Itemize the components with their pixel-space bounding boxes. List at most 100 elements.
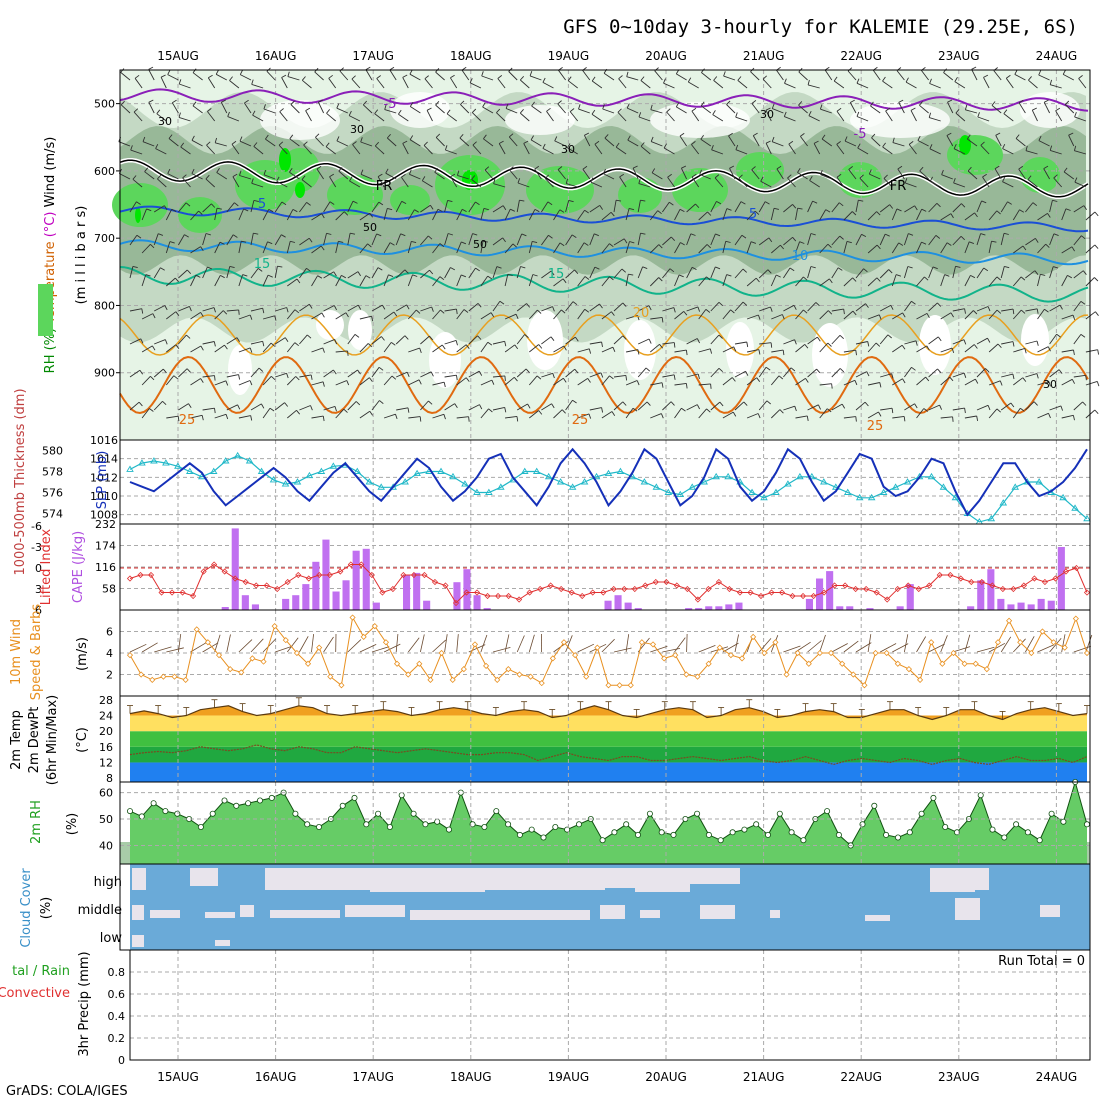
rh2m-point: [1084, 821, 1091, 828]
lifted-index-point: [347, 561, 354, 568]
lifted-index-point: [810, 592, 817, 600]
rh-dry-pocket: [624, 320, 656, 380]
precip-tick: 0.8: [108, 966, 126, 979]
rh2m-point: [576, 821, 583, 828]
wind10m-point: [427, 676, 434, 683]
wind10m-point: [961, 660, 968, 667]
thickness-point: [317, 467, 326, 474]
wind10m-point: [338, 682, 345, 689]
rh2m-point: [445, 826, 452, 833]
isotherm-15: [119, 266, 1089, 303]
cape-bar: [302, 584, 310, 610]
lifted-index-point: [663, 578, 670, 586]
rh-dry-pocket: [527, 310, 563, 370]
wind10m-tick: 2: [106, 669, 113, 682]
contour-label: -5: [854, 127, 867, 142]
lifted-index-point: [526, 589, 533, 596]
lifted-index-tick: 6: [35, 604, 42, 617]
lifted-index-point: [200, 568, 207, 575]
thickness-point: [1071, 504, 1079, 511]
lifted-index-point: [295, 571, 302, 579]
cape-bar: [1037, 598, 1045, 610]
thickness-point: [652, 483, 661, 490]
wind10m-point: [449, 676, 456, 683]
pressure-tick: 700: [94, 232, 115, 245]
pressure-tick: 600: [94, 165, 115, 178]
wind10m-point: [505, 666, 512, 673]
thickness-point: [700, 478, 708, 485]
date-label-bottom: 21AUG: [743, 1070, 785, 1084]
thickness-point: [329, 462, 338, 469]
rh2m-point: [363, 821, 370, 828]
wind10m-point: [850, 671, 857, 678]
rh2m-point: [1013, 821, 1020, 828]
lifted-index-point: [579, 592, 586, 600]
rh2m-unit: (%): [65, 813, 80, 836]
rh-saturated-blob: [279, 148, 291, 172]
wind10m-point: [126, 652, 134, 659]
thickness-point: [413, 469, 421, 477]
thickness-point: [353, 467, 362, 474]
lifted-index-point: [705, 585, 712, 593]
dewpoint-label: 2m DewPt: [27, 707, 42, 774]
lifted-index-point: [421, 571, 428, 579]
cape-bar: [906, 584, 914, 610]
rh2m-point: [256, 797, 263, 804]
contour-label: 20: [633, 306, 650, 321]
date-label-bottom: 18AUG: [450, 1070, 492, 1084]
rh2m-point: [150, 800, 157, 807]
lifted-index-point: [884, 596, 891, 603]
cape-bar: [282, 598, 290, 610]
temp2m-tick: 24: [99, 710, 113, 723]
lifted-index-point: [684, 585, 691, 593]
cloud-panel: high middle low Cloud Cover (%): [19, 863, 1091, 951]
thickness-point: [544, 472, 553, 480]
temp2m-tick: 20: [99, 725, 113, 738]
wind10m-point: [282, 637, 289, 644]
date-label-top: 15AUG: [157, 49, 199, 63]
slp-label: SLP (mb): [95, 451, 110, 510]
wind10m-point: [527, 673, 534, 680]
thickness-point: [796, 472, 804, 480]
cloud-gap: [370, 868, 485, 892]
wind10m-point: [727, 652, 734, 659]
rh-dry-pocket: [726, 322, 754, 378]
wind10m-point: [460, 666, 467, 673]
temp2m-tick: 12: [99, 756, 113, 769]
wind10m-point: [761, 649, 768, 657]
lifted-index-point: [694, 596, 701, 603]
cape-bar: [423, 600, 431, 610]
pressure-tick: 800: [94, 299, 115, 312]
wind10m-point: [928, 639, 935, 646]
thickness-point: [664, 488, 673, 495]
cape-bar: [695, 608, 703, 610]
date-label-top: 22AUG: [840, 49, 882, 63]
lifted-index-point: [126, 575, 134, 582]
rh2m-tick: 50: [99, 813, 113, 826]
wind10m-point: [872, 649, 879, 657]
rh2m-point: [883, 831, 890, 838]
rh2m-point: [233, 802, 240, 809]
lifted-index-tick: -3: [31, 541, 42, 554]
thickness-tick: 578: [42, 466, 63, 479]
cape-bar: [1017, 602, 1025, 610]
precip-panel: 0.8 0.6 0.4 0.2 0 Run Total = 0 tal / Rain C…: [0, 949, 1091, 1067]
thickness-point: [820, 478, 828, 485]
lifted-index-point: [600, 589, 607, 596]
cape-bar: [997, 598, 1005, 610]
thickness-point: [1035, 478, 1043, 485]
rh2m-point: [528, 826, 535, 833]
lifted-index-point: [915, 585, 922, 593]
date-axis-top: 15AUG 16AUG 17AUG 18AUG 19AUG 20AUG 21AUG 22AUG…: [157, 49, 1077, 63]
thickness-point: [712, 472, 720, 480]
wind10m-point: [649, 641, 657, 648]
lifted-index-point: [473, 589, 481, 596]
rh2m-point: [705, 831, 712, 838]
cape-bar: [604, 600, 612, 610]
thickness-point: [903, 478, 912, 485]
lifted-index-point: [568, 589, 575, 596]
contour-label: FR: [890, 179, 907, 194]
wind10m-label: 10m Wind: [9, 619, 24, 685]
isotherm-10: [119, 239, 1089, 266]
cape-bar: [836, 606, 844, 610]
